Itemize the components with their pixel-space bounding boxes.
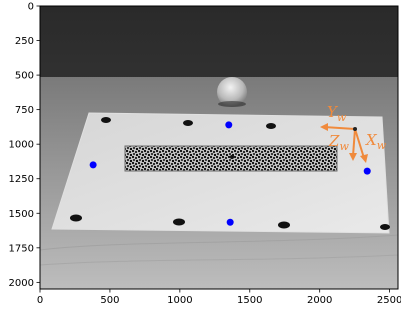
x-tick-label: 2000 [307,295,332,306]
marker-dot [380,224,390,230]
marker-dot [278,221,290,229]
axis-label-subscript: w [377,139,387,152]
photo-image [40,6,398,289]
axis-arrowhead-y [320,123,328,131]
photo-board [51,112,390,234]
x-tick-label: 2500 [377,295,401,306]
x-axis: 0 500 1000 1500 2000 2500 [37,289,401,306]
y-tick-label: 750 [15,105,34,116]
y-tick-label: 1250 [9,174,34,185]
x-tick-label: 500 [100,295,119,306]
marker-dot [70,214,82,222]
marker-dot [183,120,193,126]
table-grain [40,254,398,266]
marker-dot [101,117,111,123]
marker-dot [230,155,234,159]
x-tick-label: 1500 [237,295,262,306]
sphere-shadow [218,101,246,107]
blue-point [226,218,234,226]
y-tick-label: 1500 [9,209,34,220]
y-tick-label: 1000 [9,140,34,151]
axis-arrow-z [352,128,356,157]
blue-point [225,121,233,129]
axis-label-xw: Xw [365,131,387,152]
frame-origin [353,127,357,131]
y-axis: 0 250 500 750 1000 1250 1500 1750 2000 [9,2,40,289]
x-tick-label: 1000 [167,295,192,306]
x-tick-label: 0 [37,295,43,306]
axis-arrowhead-x [360,154,368,163]
y-tick-label: 500 [15,71,34,82]
blue-point [363,167,371,175]
blue-points-layer [89,121,371,226]
speckle-bar-edge [124,145,338,172]
axis-label-subscript: w [339,140,349,153]
y-tick-label: 0 [28,2,34,13]
table-grain [40,234,398,251]
y-tick-label: 1750 [9,243,34,254]
marker-dots [70,117,390,230]
plot-frame [39,5,399,290]
axis-arrow-y [323,126,356,130]
sphere [217,77,247,107]
marker-dot [173,218,185,226]
y-tick-label: 2000 [9,278,34,289]
axis-label-subscript: w [337,111,347,124]
axis-arrowhead-z [349,153,357,161]
axis-label-zw: Zw [328,132,349,153]
axis-arrow-x [354,128,365,159]
axis-label-yw: Yw [327,103,347,124]
world-frame-axes: Yw Zw Xw [320,103,387,163]
marker-dot [266,123,276,129]
blue-point [89,161,97,169]
y-tick-label: 250 [15,36,34,47]
